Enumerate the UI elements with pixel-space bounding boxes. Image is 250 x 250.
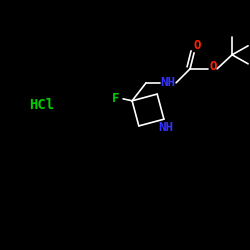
Text: O: O xyxy=(193,39,201,52)
Text: HCl: HCl xyxy=(30,98,54,112)
Text: O: O xyxy=(209,60,217,73)
Text: NH: NH xyxy=(158,121,174,134)
Text: NH: NH xyxy=(160,76,176,89)
Text: F: F xyxy=(112,92,120,105)
